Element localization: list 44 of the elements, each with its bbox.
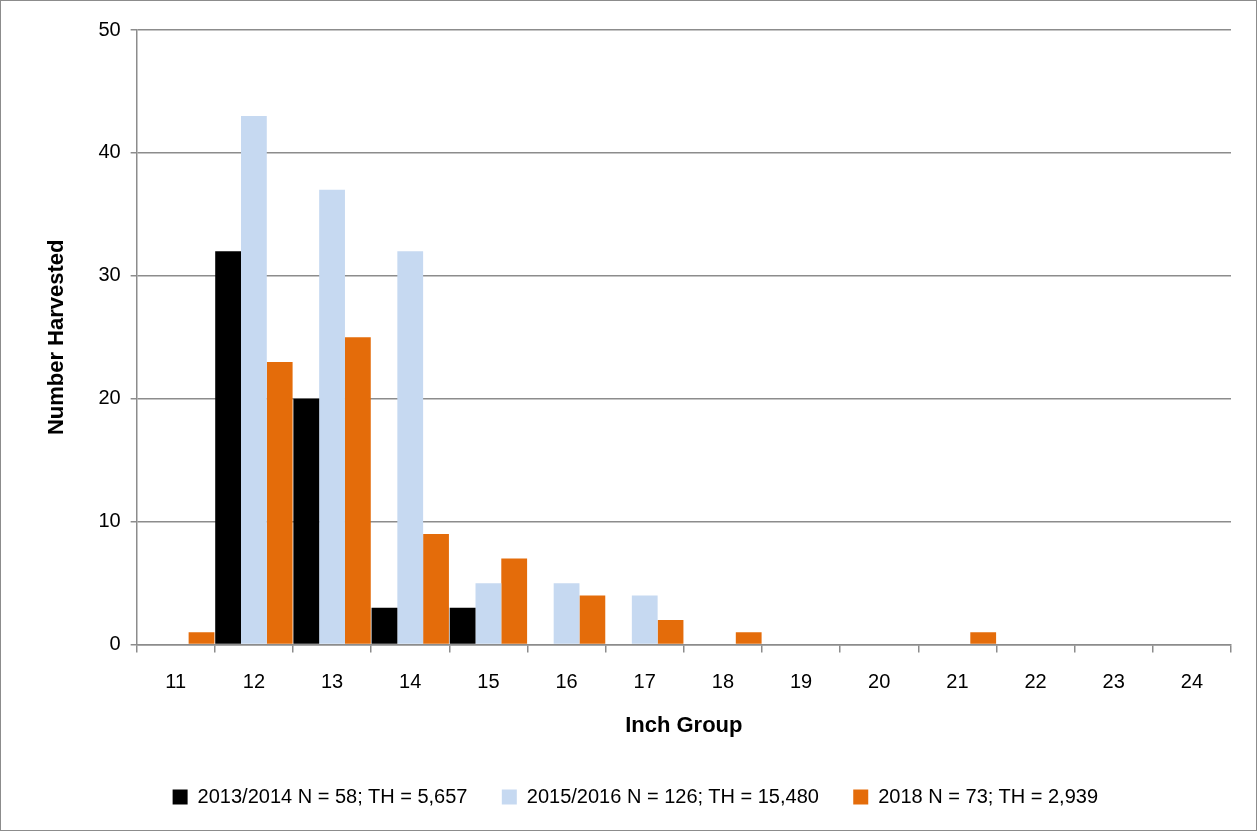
bar	[579, 595, 606, 644]
bar	[631, 595, 658, 644]
bar	[501, 558, 528, 644]
bar	[397, 251, 424, 644]
x-tick-label: 20	[868, 670, 891, 693]
bar	[241, 116, 267, 644]
bar	[293, 398, 320, 644]
x-tick-label: 22	[1024, 670, 1047, 693]
y-tick-label: 40	[98, 140, 121, 163]
x-tick-label: 18	[711, 670, 735, 693]
y-tick-label: 10	[98, 509, 121, 532]
legend-label: 2018 N = 73; TH = 2,939	[878, 784, 1099, 807]
x-tick-label: 23	[1102, 670, 1125, 693]
x-tick-label: 14	[399, 670, 422, 693]
x-tick-label: 11	[165, 670, 187, 693]
legend-label: 2013/2014 N = 58; TH = 5,657	[197, 784, 468, 807]
x-tick-label: 24	[1180, 670, 1204, 693]
x-tick-label: 19	[789, 670, 813, 693]
bar	[970, 632, 997, 644]
x-tick-label: 13	[320, 670, 344, 693]
y-tick-label: 30	[98, 263, 121, 286]
bar	[344, 337, 371, 644]
bar	[188, 632, 215, 644]
bar	[735, 632, 762, 644]
bar	[553, 583, 580, 644]
x-axis-title: Inch Group	[625, 711, 743, 737]
bar	[449, 607, 476, 644]
bar	[475, 583, 502, 644]
bar	[266, 361, 293, 644]
legend-label: 2015/2016 N = 126; TH = 15,480	[526, 784, 819, 807]
y-tick-label: 20	[98, 386, 121, 409]
y-tick-label: 50	[98, 17, 121, 40]
x-tick-label: 16	[555, 670, 578, 693]
x-tick-label: 17	[633, 670, 656, 693]
y-axis-title: Number Harvested	[43, 239, 69, 436]
bar	[215, 251, 241, 644]
bar	[319, 189, 345, 644]
x-tick-label: 12	[242, 670, 266, 693]
bar	[423, 533, 449, 644]
x-tick-label: 21	[946, 670, 969, 693]
bar	[657, 620, 684, 644]
x-tick-label: 15	[477, 670, 500, 693]
y-tick-label: 0	[109, 632, 121, 655]
bar	[371, 607, 398, 644]
